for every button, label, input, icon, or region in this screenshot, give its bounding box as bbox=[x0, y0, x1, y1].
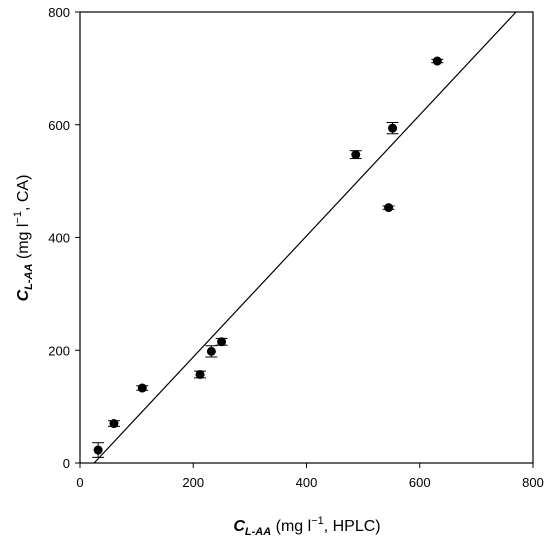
x-axis-label: CL-AA (mg l−1, HPLC) bbox=[233, 515, 380, 538]
x-axis-label-subscript: L-AA bbox=[245, 526, 271, 538]
data-point bbox=[351, 150, 361, 160]
x-axis-label-symbol: C bbox=[233, 518, 245, 535]
data-point bbox=[195, 369, 205, 379]
x-tick-label: 400 bbox=[296, 475, 318, 490]
y-axis-label-source: , CA) bbox=[15, 175, 32, 211]
tick-labels: 0 200 400 600 800 0 200 400 600 800 bbox=[48, 5, 544, 490]
y-axis-label-subscript: L-AA bbox=[23, 264, 35, 290]
y-axis-label-unit: (mg l bbox=[15, 224, 32, 264]
y-tick-label: 0 bbox=[63, 456, 70, 471]
x-tick-label: 800 bbox=[522, 475, 544, 490]
plot-frame bbox=[79, 11, 534, 464]
x-axis-label-unit: (mg l bbox=[271, 518, 311, 535]
data-point bbox=[384, 203, 394, 213]
y-tick-label: 800 bbox=[48, 5, 70, 20]
data-point bbox=[137, 383, 147, 393]
fit-line bbox=[93, 11, 517, 464]
error-bars bbox=[92, 58, 444, 458]
x-tick-label: 600 bbox=[409, 475, 431, 490]
data-point bbox=[388, 123, 398, 133]
data-point bbox=[432, 56, 442, 66]
x-tick-label: 200 bbox=[182, 475, 204, 490]
regression-line bbox=[93, 11, 517, 464]
y-axis-label-exponent: −1 bbox=[12, 211, 24, 224]
x-tick-label: 0 bbox=[76, 475, 83, 490]
data-points bbox=[93, 56, 442, 455]
y-tick-label: 600 bbox=[48, 118, 70, 133]
x-axis-label-exponent: −1 bbox=[311, 515, 324, 527]
y-axis-label-symbol: C bbox=[15, 289, 32, 301]
y-tick-label: 400 bbox=[48, 231, 70, 246]
axis-ticks bbox=[75, 11, 534, 468]
y-tick-label: 200 bbox=[48, 343, 70, 358]
x-axis-label-source: , HPLC) bbox=[324, 518, 381, 535]
data-point bbox=[93, 445, 103, 455]
y-axis-label: CL-AA (mg l−1, CA) bbox=[12, 175, 35, 302]
data-point bbox=[206, 346, 216, 356]
data-point bbox=[109, 419, 119, 429]
data-point bbox=[217, 337, 227, 347]
